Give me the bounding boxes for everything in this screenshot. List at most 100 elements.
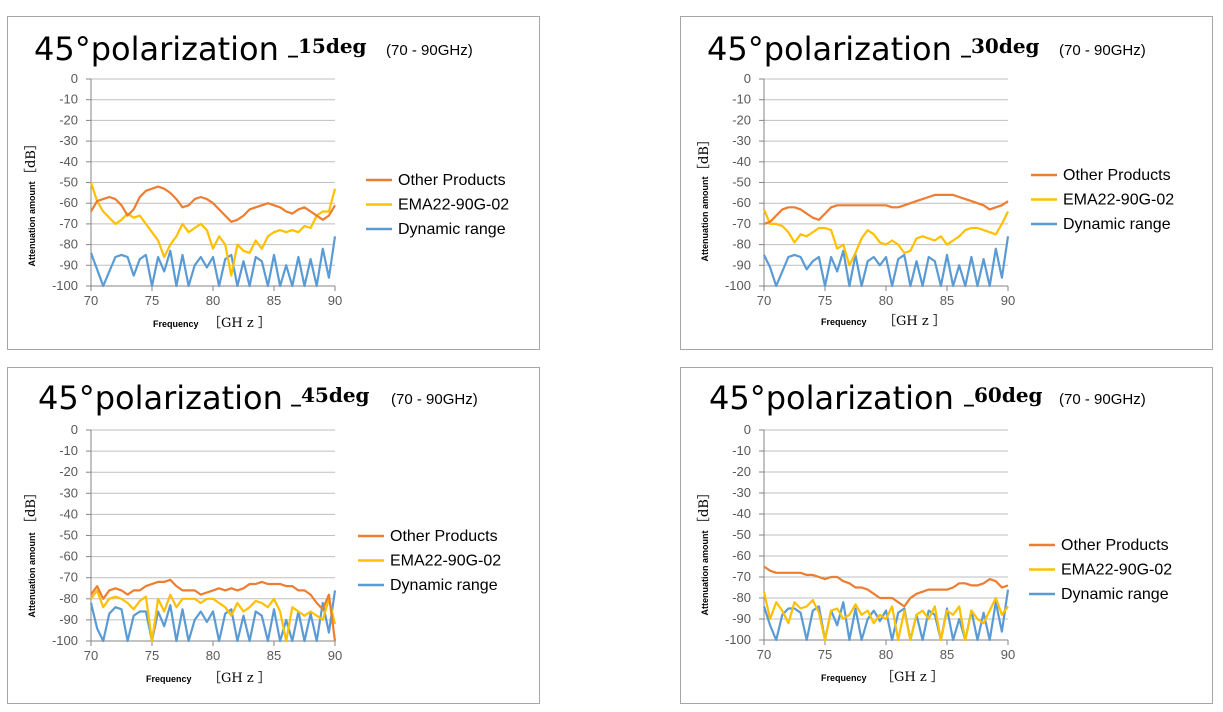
y-tick-label: -20 xyxy=(732,464,751,479)
y-tick-label: -50 xyxy=(732,175,751,190)
legend-label-dynamic: Dynamic range xyxy=(1063,216,1171,233)
y-tick-label: -10 xyxy=(732,92,751,107)
y-axis-label: Attenuation amount xyxy=(700,531,710,616)
y-tick-label: -20 xyxy=(59,112,78,127)
y-axis-unit: ［dB］ xyxy=(697,486,712,530)
y-tick-label: -70 xyxy=(732,216,751,231)
y-tick-label: -20 xyxy=(732,112,751,127)
x-tick-label: 85 xyxy=(267,293,281,308)
y-tick-label: -70 xyxy=(59,570,78,585)
y-tick-label: -60 xyxy=(59,549,78,564)
legend-label-ema: EMA22-90G-02 xyxy=(1063,192,1174,209)
y-tick-label: -100 xyxy=(725,632,751,647)
series-line-dynamic xyxy=(89,590,337,643)
series-line-other xyxy=(90,578,337,642)
y-tick-label: -20 xyxy=(59,464,78,479)
y-tick-label: -40 xyxy=(732,154,751,169)
chart-range-label: (70 - 90GHz) xyxy=(391,391,478,408)
y-tick-label: -80 xyxy=(732,237,751,252)
chart-range-label: (70 - 90GHz) xyxy=(1059,391,1146,408)
x-tick-label: 70 xyxy=(757,647,771,662)
y-tick-label: -50 xyxy=(59,175,78,190)
y-tick-label: -100 xyxy=(52,278,78,293)
x-axis-label: Frequency xyxy=(821,673,867,683)
x-tick-label: 70 xyxy=(84,648,98,663)
x-axis-label: Frequency xyxy=(146,674,192,684)
legend-label-ema: EMA22-90G-02 xyxy=(390,553,501,570)
y-tick-label: 0 xyxy=(71,71,78,86)
series-line-ema xyxy=(762,591,1009,642)
y-tick-label: -80 xyxy=(59,237,78,252)
series-line-ema xyxy=(89,182,337,277)
x-axis-label: Frequency xyxy=(821,317,867,327)
series-line-dynamic xyxy=(763,236,1010,288)
x-tick-label: 85 xyxy=(940,293,954,308)
x-tick-label: 70 xyxy=(757,293,771,308)
y-axis-label: Attenuation amount xyxy=(27,182,37,267)
y-tick-label: -80 xyxy=(59,591,78,606)
chart-svg: 45°polarization _15deg (70 - 90GHz) 0 -10 -20… xyxy=(24,30,509,331)
chart-panel-30deg: 45°polarization _30deg (70 - 90GHz) 0 -10 -20… xyxy=(680,16,1213,350)
chart-title: 45°polarization xyxy=(709,379,954,417)
y-tick-label: -90 xyxy=(59,257,78,272)
chart-svg: 45°polarization _45deg (70 - 90GHz) 0 -10 -20… xyxy=(24,379,501,686)
legend-label-other: Other Products xyxy=(1063,167,1171,184)
series-line-ema xyxy=(90,589,337,643)
y-tick-label: -40 xyxy=(59,154,78,169)
y-tick-label: 0 xyxy=(744,422,751,437)
y-tick-label: -50 xyxy=(732,527,751,542)
y-tick-label: -30 xyxy=(59,133,78,148)
x-tick-label: 85 xyxy=(267,648,281,663)
chart-subtitle: _60deg xyxy=(964,383,1043,407)
series-line-other xyxy=(763,193,1009,225)
chart-svg: 45°polarization _30deg (70 - 90GHz) 0 -10 -20… xyxy=(697,30,1174,329)
x-tick-label: 80 xyxy=(879,647,893,662)
y-axis-unit: ［dB］ xyxy=(24,486,39,530)
y-tick-label: -60 xyxy=(59,195,78,210)
chart-range-label: (70 - 90GHz) xyxy=(386,42,473,59)
x-tick-label: 70 xyxy=(84,293,98,308)
y-tick-label: -80 xyxy=(732,590,751,605)
chart-panel-15deg: 45°polarization _15deg (70 - 90GHz) 0 -10 -20… xyxy=(7,16,540,350)
x-axis-unit: ［GH z ］ xyxy=(208,316,271,331)
y-tick-label: -40 xyxy=(732,506,751,521)
y-axis-label: Attenuation amount xyxy=(700,177,710,262)
x-tick-label: 75 xyxy=(818,647,832,662)
chart-subtitle: _30deg xyxy=(961,34,1040,58)
y-tick-label: 0 xyxy=(71,422,78,437)
legend-label-dynamic: Dynamic range xyxy=(1061,586,1169,603)
x-tick-label: 75 xyxy=(145,648,159,663)
y-axis-label: Attenuation amount xyxy=(27,533,37,618)
x-axis-unit: ［GH z ］ xyxy=(883,314,946,329)
chart-title: 45°polarization xyxy=(707,30,952,68)
chart-svg: 45°polarization _60deg (70 - 90GHz) 0 -10 -20… xyxy=(697,379,1172,685)
x-tick-label: 85 xyxy=(940,647,954,662)
y-tick-label: -30 xyxy=(732,485,751,500)
y-tick-label: -90 xyxy=(59,612,78,627)
chart-panel-60deg: 45°polarization _60deg (70 - 90GHz) 0 -10 -20… xyxy=(680,367,1213,704)
x-axis-unit: ［GH z ］ xyxy=(881,670,944,685)
x-tick-label: 75 xyxy=(818,293,832,308)
legend-label-other: Other Products xyxy=(398,172,506,189)
chart-title: 45°polarization xyxy=(38,379,283,417)
series-line-dynamic xyxy=(89,236,337,288)
y-tick-label: -60 xyxy=(732,195,751,210)
x-tick-label: 90 xyxy=(1001,647,1015,662)
chart-subtitle: _45deg xyxy=(291,383,370,407)
legend-label-ema: EMA22-90G-02 xyxy=(1061,562,1172,579)
y-tick-label: -100 xyxy=(725,278,751,293)
y-tick-label: -30 xyxy=(59,485,78,500)
chart-title: 45°polarization xyxy=(34,30,279,68)
legend-label-other: Other Products xyxy=(1061,537,1169,554)
y-tick-label: -10 xyxy=(59,92,78,107)
x-axis-unit: ［GH z ］ xyxy=(208,671,271,686)
x-tick-label: 80 xyxy=(206,648,220,663)
y-tick-label: -90 xyxy=(732,611,751,626)
y-axis-unit: ［dB］ xyxy=(24,137,39,181)
chart-subtitle: _15deg xyxy=(288,34,367,58)
y-tick-label: -30 xyxy=(732,133,751,148)
x-tick-label: 80 xyxy=(206,293,220,308)
y-tick-label: -40 xyxy=(59,506,78,521)
legend-label-ema: EMA22-90G-02 xyxy=(398,197,509,214)
y-tick-label: -50 xyxy=(59,528,78,543)
